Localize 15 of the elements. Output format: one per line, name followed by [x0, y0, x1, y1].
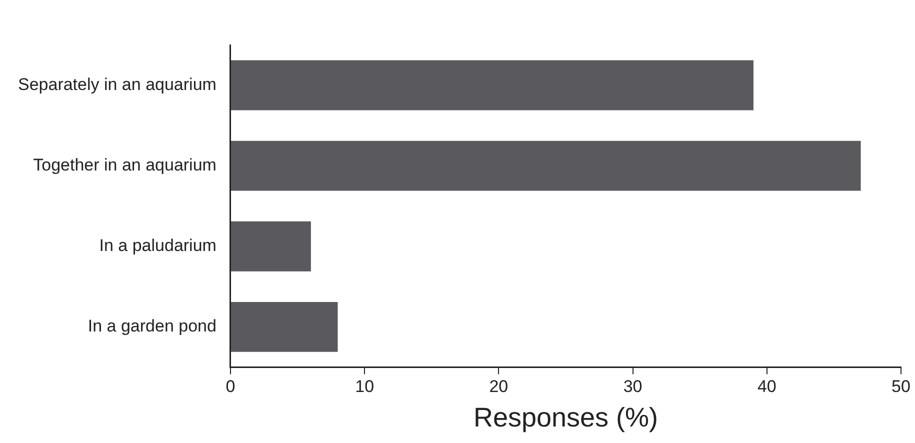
x-tick-label: 0: [226, 377, 236, 396]
y-tick-label: Together in an aquarium: [33, 156, 216, 175]
y-tick-label: In a paludarium: [99, 236, 216, 256]
bar: [230, 140, 861, 191]
y-tick-label: In a garden pond: [88, 316, 216, 336]
x-tick-label: 20: [489, 377, 508, 396]
bar: [230, 221, 311, 272]
bar: [230, 60, 754, 110]
y-tick-label: Separately in an aquarium: [18, 74, 216, 94]
x-axis-title: Responses (%): [473, 402, 658, 432]
x-tick-label: 40: [757, 377, 776, 396]
x-tick-label: 30: [623, 377, 642, 396]
bar: [230, 302, 338, 352]
x-tick-label: 10: [355, 377, 374, 396]
x-tick-label: 50: [892, 377, 910, 396]
